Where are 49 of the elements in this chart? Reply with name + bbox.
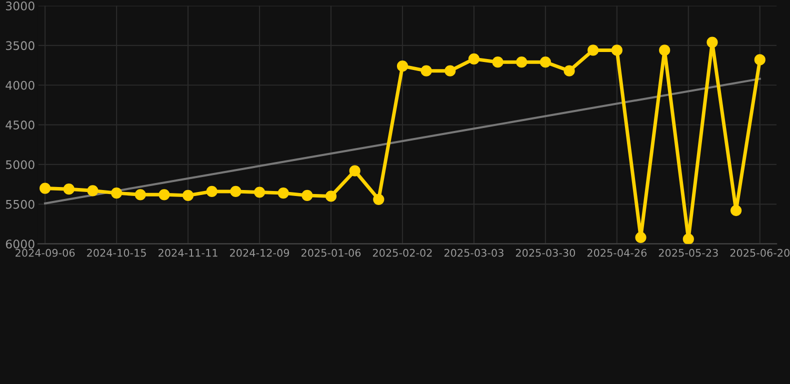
point — [682, 234, 694, 244]
point — [206, 186, 218, 198]
x-tick-label: 2025-03-30 — [516, 248, 576, 257]
x-tick-label: 2024-12-09 — [230, 248, 290, 257]
point — [564, 65, 575, 76]
point — [588, 44, 599, 56]
point — [540, 56, 551, 68]
x-tick-label: 2025-01-06 — [301, 248, 361, 257]
point — [492, 56, 504, 68]
y-tick-label: 4500 — [6, 120, 34, 130]
point — [468, 53, 480, 64]
point — [158, 189, 170, 200]
point — [254, 186, 266, 198]
y-tick-label: 5000 — [6, 160, 34, 170]
point — [706, 36, 718, 48]
y-tick-label: 3500 — [6, 41, 34, 50]
y-tick-label: 5500 — [6, 200, 34, 209]
y-tick-label: 3000 — [6, 1, 34, 10]
point — [230, 186, 242, 198]
point — [444, 65, 456, 76]
point — [87, 185, 98, 196]
point — [611, 44, 622, 56]
x-tick-label: 2025-06-20 — [730, 248, 790, 257]
point — [635, 232, 646, 244]
point — [516, 56, 528, 68]
point — [730, 204, 742, 216]
x-tick-label: 2024-09-06 — [16, 248, 75, 257]
point — [302, 190, 313, 201]
point — [182, 190, 194, 201]
point — [110, 187, 122, 199]
point — [754, 54, 766, 66]
point — [420, 65, 432, 76]
point — [659, 44, 670, 56]
point — [396, 60, 408, 72]
x-tick-label: 2025-05-23 — [658, 248, 718, 257]
point — [373, 194, 384, 205]
point — [278, 187, 289, 199]
x-tick-label: 2025-02-02 — [372, 248, 432, 257]
point — [63, 184, 74, 195]
x-tick-label: 2025-03-03 — [444, 248, 504, 257]
y-tick-label: 4000 — [6, 80, 34, 90]
point — [134, 189, 146, 200]
y-tick-label: 6000 — [6, 240, 34, 248]
point — [349, 165, 360, 176]
point — [40, 182, 51, 194]
x-tick-label: 2024-11-11 — [158, 248, 218, 257]
x-tick-label: 2024-10-15 — [87, 248, 146, 257]
point — [325, 190, 337, 202]
x-tick-label: 2025-04-26 — [587, 248, 647, 257]
